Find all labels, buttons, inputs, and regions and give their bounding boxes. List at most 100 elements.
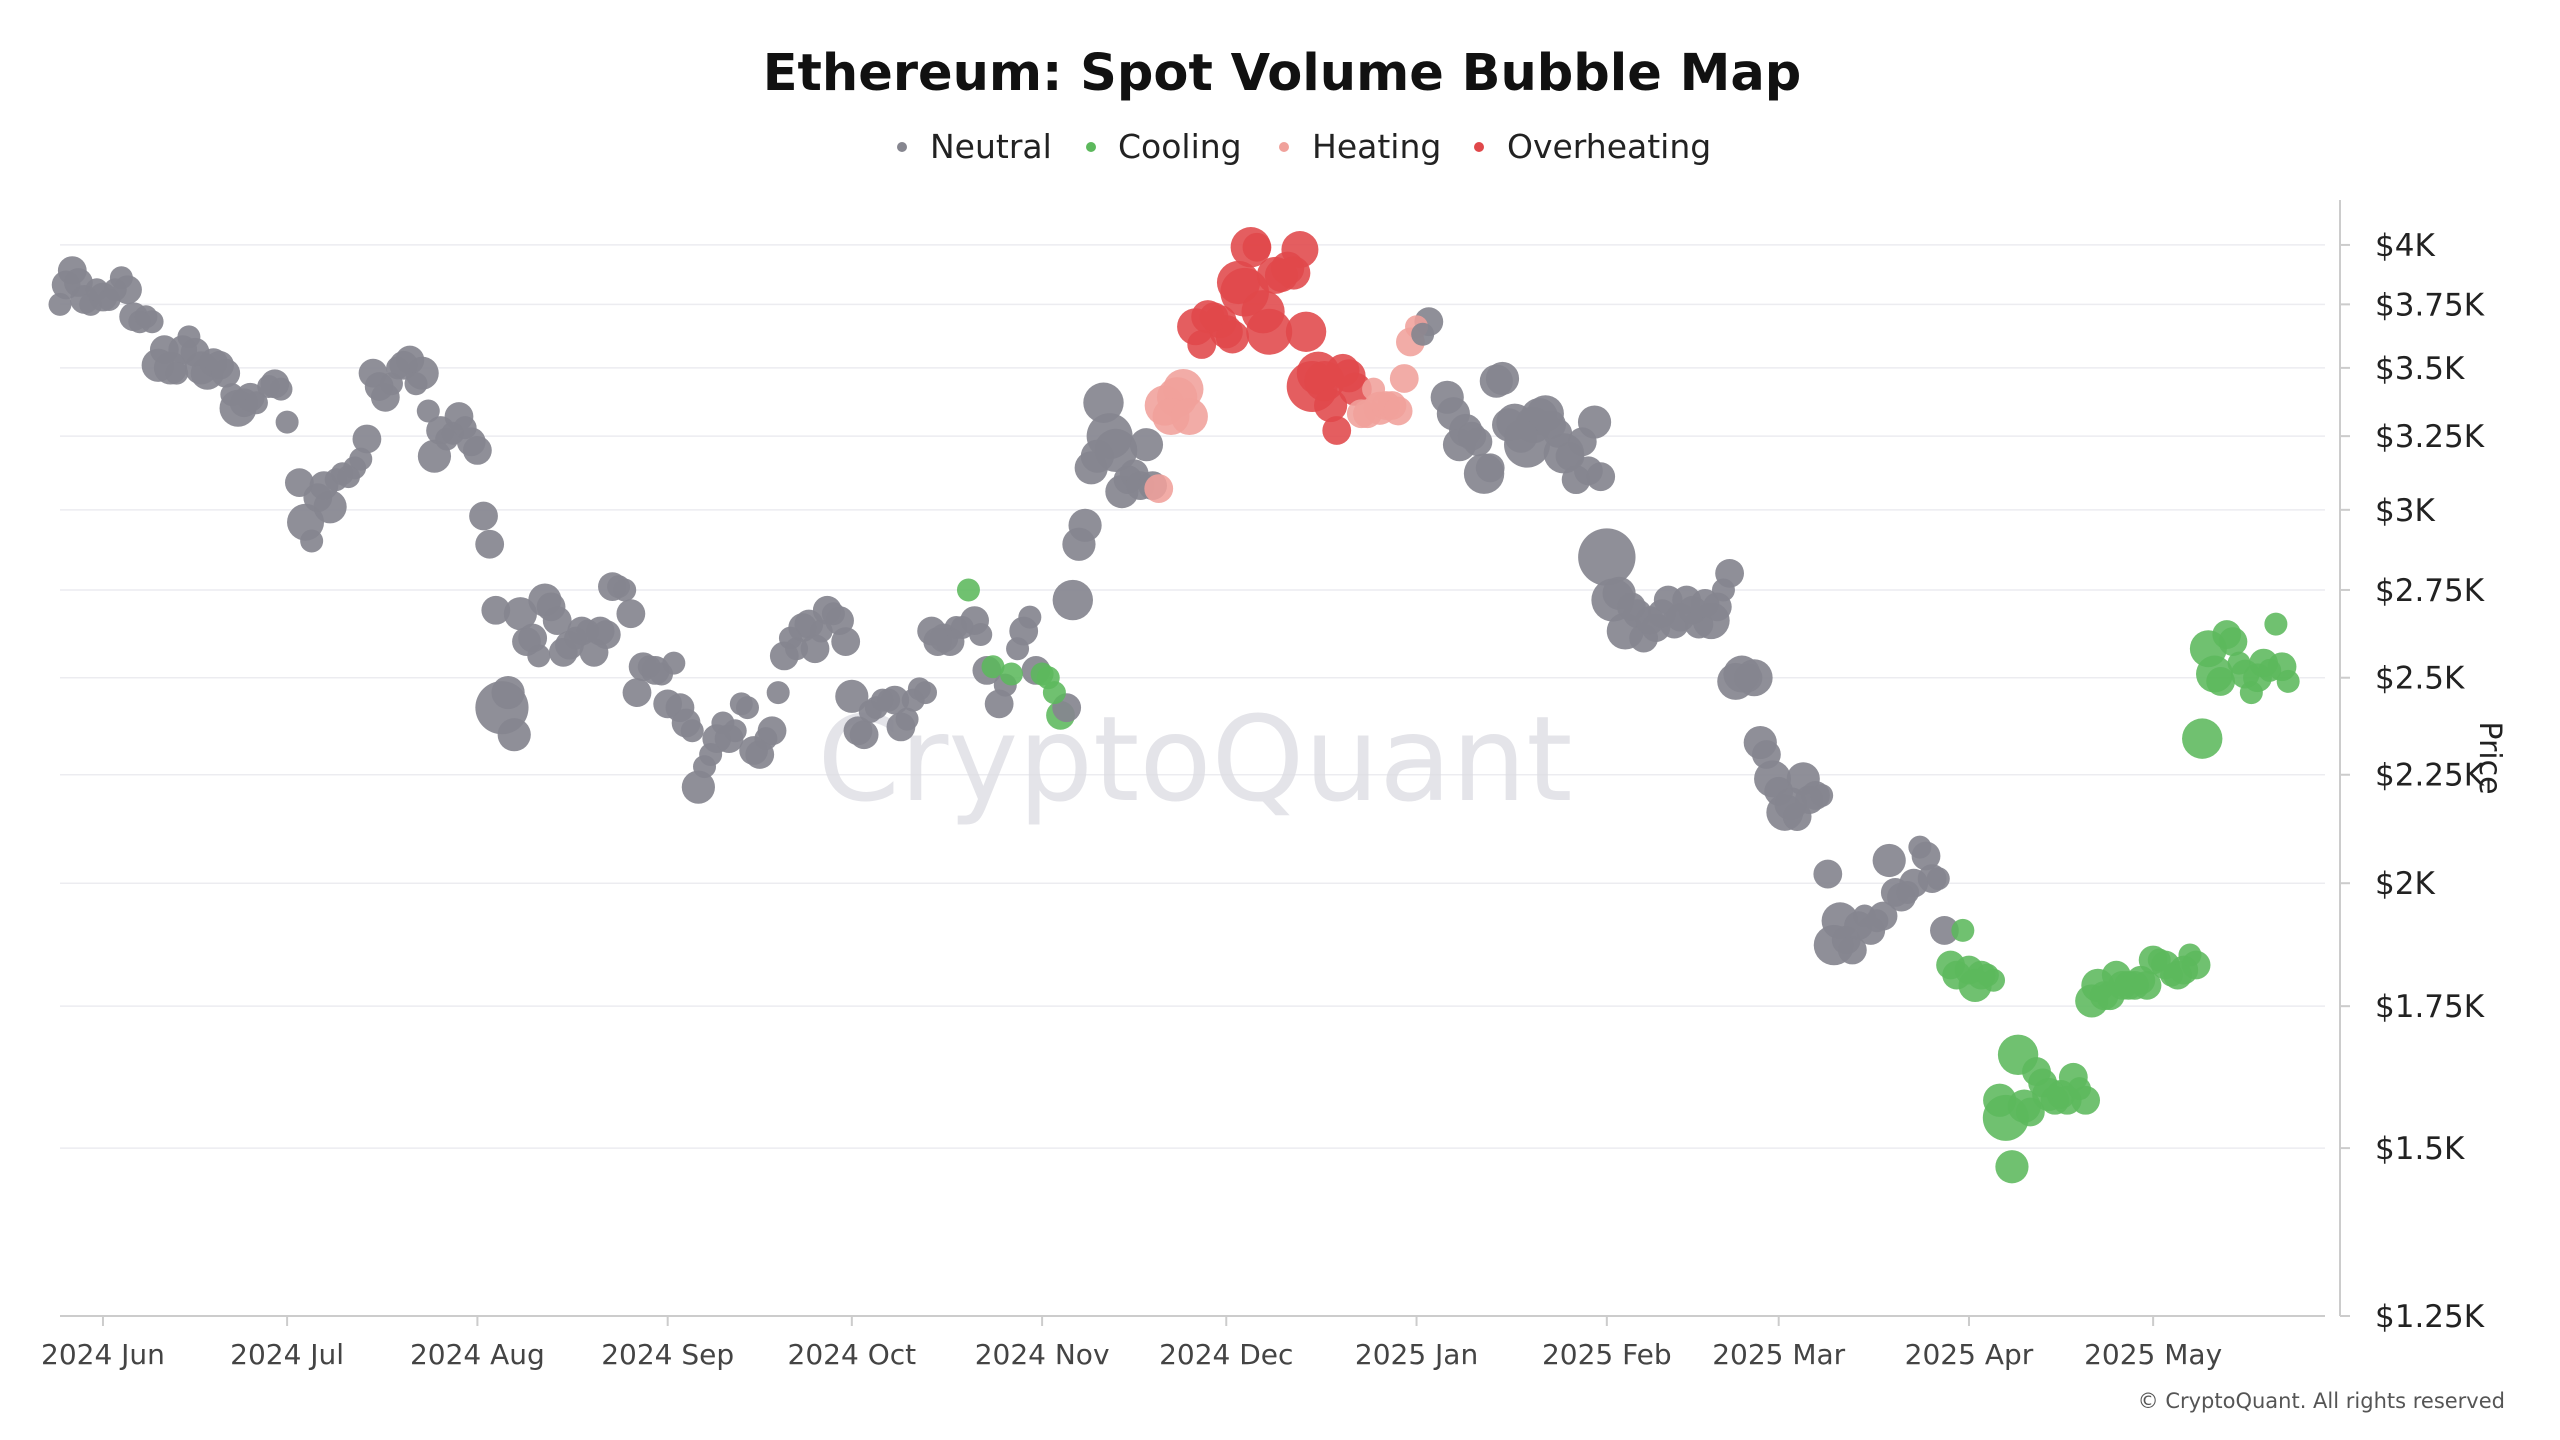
legend-label-heating: Heating: [1312, 127, 1441, 166]
bubble-cooling: [2132, 970, 2162, 1000]
bubble-neutral: [1813, 859, 1843, 889]
bubble-cooling: [2264, 612, 2288, 636]
y-tick-label: $4K: [2375, 228, 2435, 264]
bubble-cooling: [2227, 651, 2251, 675]
bubble-neutral: [1752, 740, 1781, 769]
bubble-overheating: [1199, 302, 1229, 332]
bubble-overheating: [1277, 256, 1311, 290]
bubble-neutral: [1896, 880, 1920, 904]
legend-label-overheating: Overheating: [1507, 127, 1711, 166]
bubble-neutral: [211, 358, 241, 388]
bubble-neutral: [1567, 427, 1597, 457]
bubble-neutral: [1463, 427, 1493, 457]
bubble-neutral: [416, 399, 440, 423]
bubble-neutral: [622, 678, 652, 707]
legend-marker-neutral: [897, 142, 907, 152]
x-tick-label: 2024 Oct: [788, 1338, 917, 1371]
bubble-cooling: [2015, 1097, 2045, 1127]
bubble-cooling: [956, 578, 980, 602]
x-axis-ticks: 2024 Jun 2024 Jul 2024 Aug 2024 Sep 2024 Oct…: [41, 1316, 2222, 1371]
bubble-neutral: [680, 719, 704, 743]
bubble-neutral: [1586, 462, 1616, 492]
bubble-neutral: [453, 416, 477, 440]
bubble-neutral: [177, 325, 201, 349]
x-tick-label: 2025 Jan: [1355, 1338, 1478, 1371]
bubble-neutral: [681, 770, 715, 804]
bubble-neutral: [109, 266, 133, 290]
bubble-cooling: [1951, 918, 1975, 942]
bubble-overheating: [1215, 320, 1249, 354]
bubble-neutral: [481, 595, 511, 625]
bubble-neutral: [785, 637, 809, 661]
bubble-neutral: [1837, 935, 1867, 965]
bubble-neutral: [1018, 605, 1042, 629]
bubble-neutral: [1872, 843, 1906, 878]
y-tick-label: $2K: [2375, 866, 2435, 902]
legend: Neutral Cooling Heating Overheating: [897, 127, 1711, 166]
legend-item-cooling[interactable]: Cooling: [1086, 127, 1242, 166]
bubble-cooling: [2239, 681, 2263, 705]
bubble-neutral: [616, 599, 646, 629]
bubble-cooling: [2206, 667, 2236, 696]
bubble-neutral: [984, 689, 1014, 719]
y-tick-label: $3.75K: [2375, 287, 2485, 323]
bubble-neutral: [462, 436, 492, 465]
bubble-neutral: [386, 356, 410, 380]
bubble-neutral: [1908, 835, 1932, 859]
bubble-neutral: [877, 688, 901, 712]
x-tick-label: 2024 Dec: [1159, 1338, 1293, 1371]
bubble-neutral: [1810, 783, 1834, 807]
bubble-heating: [1362, 377, 1386, 401]
bubble-neutral: [766, 681, 790, 705]
bubble-neutral: [950, 616, 974, 640]
x-tick-label: 2025 Apr: [1905, 1338, 2034, 1371]
y-tick-label: $3K: [2375, 493, 2435, 529]
legend-item-neutral[interactable]: Neutral: [897, 127, 1052, 166]
bubble-neutral: [895, 707, 919, 731]
bubble-neutral: [1733, 663, 1763, 693]
bubble-neutral: [1485, 361, 1520, 396]
x-tick-label: 2024 Jul: [230, 1338, 344, 1371]
bubble-cooling: [2178, 943, 2202, 967]
y-tick-label: $2.5K: [2375, 661, 2465, 697]
y-axis-ticks: $4K $3.75K $3.5K $3.25K $3K $2.75K $2.5K $2.25K…: [2340, 228, 2485, 1335]
bubble-neutral: [735, 696, 759, 720]
bubble-neutral: [1926, 867, 1950, 891]
x-tick-label: 2024 Sep: [601, 1338, 734, 1371]
bubble-heating: [1389, 364, 1419, 393]
x-tick-label: 2024 Nov: [975, 1338, 1110, 1371]
bubble-cooling: [981, 655, 1005, 679]
legend-item-overheating[interactable]: Overheating: [1474, 127, 1711, 166]
bubble-neutral: [48, 292, 72, 316]
x-tick-label: 2025 May: [2084, 1338, 2222, 1371]
bubble-heating: [1383, 396, 1413, 426]
bubble-neutral: [1930, 916, 1959, 945]
y-tick-label: $1.25K: [2375, 1299, 2485, 1335]
bubble-neutral: [491, 675, 525, 710]
bubble-cooling: [1982, 968, 2006, 992]
bubble-neutral: [1068, 508, 1102, 542]
bubble-cooling: [2258, 658, 2282, 682]
bubble-overheating: [1338, 372, 1372, 406]
bubble-neutral: [849, 720, 879, 750]
bubble-neutral: [1578, 528, 1636, 586]
legend-item-heating[interactable]: Heating: [1279, 127, 1441, 166]
bubble-overheating: [1322, 416, 1352, 445]
bubble-overheating: [1187, 330, 1217, 359]
bubble-neutral: [527, 644, 551, 668]
chart-title: Ethereum: Spot Volume Bubble Map: [763, 44, 1802, 103]
bubble-neutral: [275, 410, 299, 434]
bubble-neutral: [140, 310, 164, 334]
bubble-neutral: [1052, 579, 1094, 621]
bubble-neutral: [1764, 776, 1794, 806]
watermark: CryptoQuant: [817, 690, 1572, 828]
bubbles: [48, 227, 2300, 1184]
bubble-neutral: [349, 447, 373, 471]
bubble-cooling: [1995, 1150, 2029, 1184]
copyright: © CryptoQuant. All rights reserved: [2138, 1389, 2505, 1413]
y-tick-label: $3.25K: [2375, 419, 2485, 455]
bubble-neutral: [591, 620, 621, 649]
legend-marker-heating: [1279, 142, 1289, 152]
bubble-neutral: [835, 679, 869, 713]
legend-marker-cooling: [1086, 142, 1096, 152]
